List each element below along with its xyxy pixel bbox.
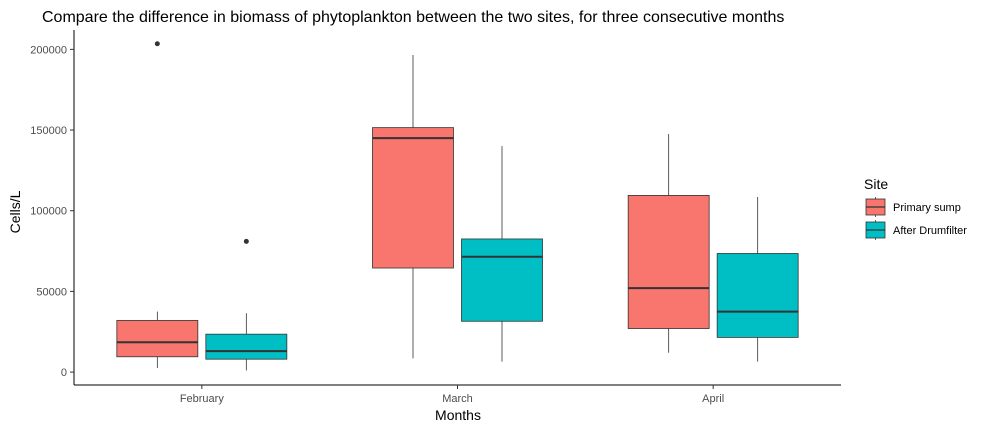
legend-key [865, 220, 886, 240]
box [716, 253, 799, 338]
y-tick-label: 100000 [30, 206, 67, 218]
legend-key [865, 197, 886, 217]
legend-label: After Drumfilter [893, 225, 967, 237]
outlier-point [243, 238, 249, 244]
outlier-point [154, 41, 160, 47]
y-tick-label: 150000 [30, 125, 67, 137]
box-group [205, 238, 288, 371]
chart-title: Compare the difference in biomass of phy… [42, 9, 784, 26]
box [116, 320, 199, 358]
x-tick-label: February [180, 393, 225, 405]
box [205, 333, 288, 360]
y-tick-label: 50000 [36, 286, 67, 298]
plot-area: 0 50000 100000 150000 200000 February March Ap… [30, 30, 841, 405]
box [372, 127, 454, 269]
box-group [116, 41, 199, 369]
box [627, 194, 710, 329]
x-tick-label: March [442, 393, 473, 405]
box-group [372, 55, 454, 359]
x-axis-title: Months [435, 407, 481, 423]
box-group [716, 197, 799, 362]
legend-title: Site [864, 176, 888, 192]
y-tick-label: 200000 [30, 44, 67, 56]
x-axis-ticks: February March April [180, 385, 724, 405]
box-group [627, 134, 710, 353]
y-tick-label: 0 [61, 367, 67, 379]
x-tick-label: April [702, 393, 724, 405]
y-axis-title: Cells/L [7, 190, 23, 233]
legend: Site Primary sump After Drumfilter [864, 176, 967, 240]
box-group [461, 146, 543, 362]
legend-entries: Primary sump After Drumfilter [865, 197, 967, 240]
box [461, 238, 543, 322]
box-groups [116, 41, 799, 371]
y-axis-ticks: 0 50000 100000 150000 200000 [30, 44, 74, 379]
legend-label: Primary sump [893, 202, 961, 214]
